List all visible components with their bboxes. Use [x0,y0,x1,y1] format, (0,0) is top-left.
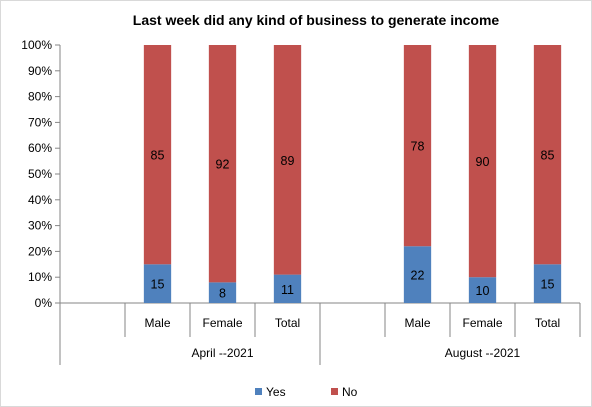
data-label: 89 [281,154,295,168]
data-label: 11 [281,283,294,297]
x-category-label: Male [404,316,430,330]
label-layer: Male 15 85 Female 8 92 Total 11 89 April --2021 Ma… [144,140,560,360]
x-category-label: Total [535,316,560,330]
legend-swatch-no [331,388,338,395]
y-tick-label: 40% [28,193,52,207]
data-label: 15 [151,278,165,292]
data-label: 10 [476,284,490,298]
y-tick-label: 20% [28,244,52,258]
chart-title: Last week did any kind of business to ge… [133,12,500,28]
bar-layer [143,45,562,303]
bar-yes-female [208,282,237,303]
data-label: 92 [216,158,230,172]
y-tick-label: 0% [35,296,53,310]
x-category-label: Male [144,316,170,330]
bar-no-female [208,45,237,283]
x-category-label: Female [202,316,242,330]
y-tick-label: 30% [28,219,52,233]
data-label: 85 [541,149,555,163]
y-tick-label: 80% [28,90,52,104]
x-category-label: Female [462,316,502,330]
data-label: 78 [411,140,425,154]
legend: Yes No [255,385,358,399]
axis-layer: 0% 10% 20% 30% 40% 50% 60% 70% 80% 90% 100% [21,38,581,365]
y-tick-label: 60% [28,141,52,155]
y-tick-label: 50% [28,167,52,181]
x-category-label: Total [275,316,300,330]
legend-swatch-yes [255,388,262,395]
bar-yes-total [273,274,302,303]
data-label: 90 [476,155,490,169]
bar-yes-male [403,246,432,303]
data-label: 22 [411,269,425,283]
y-tick-label: 100% [21,38,52,52]
data-label: 8 [219,287,226,301]
bar-no-female [468,45,497,278]
y-tick-label: 70% [28,115,52,129]
legend-label: No [342,385,358,399]
data-label: 85 [151,149,165,163]
bar-no-male [403,45,432,247]
y-tick-label: 90% [28,64,52,78]
bar-yes-total [533,264,562,303]
bar-no-total [533,45,562,265]
x-group-label: August --2021 [445,346,521,360]
legend-label: Yes [266,385,286,399]
bar-no-total [273,45,302,275]
bar-no-male [143,45,172,265]
data-label: 15 [541,278,555,292]
bar-yes-female [468,277,497,303]
x-group-label: April --2021 [191,346,253,360]
bar-yes-male [143,264,172,303]
y-tick-label: 10% [28,270,52,284]
